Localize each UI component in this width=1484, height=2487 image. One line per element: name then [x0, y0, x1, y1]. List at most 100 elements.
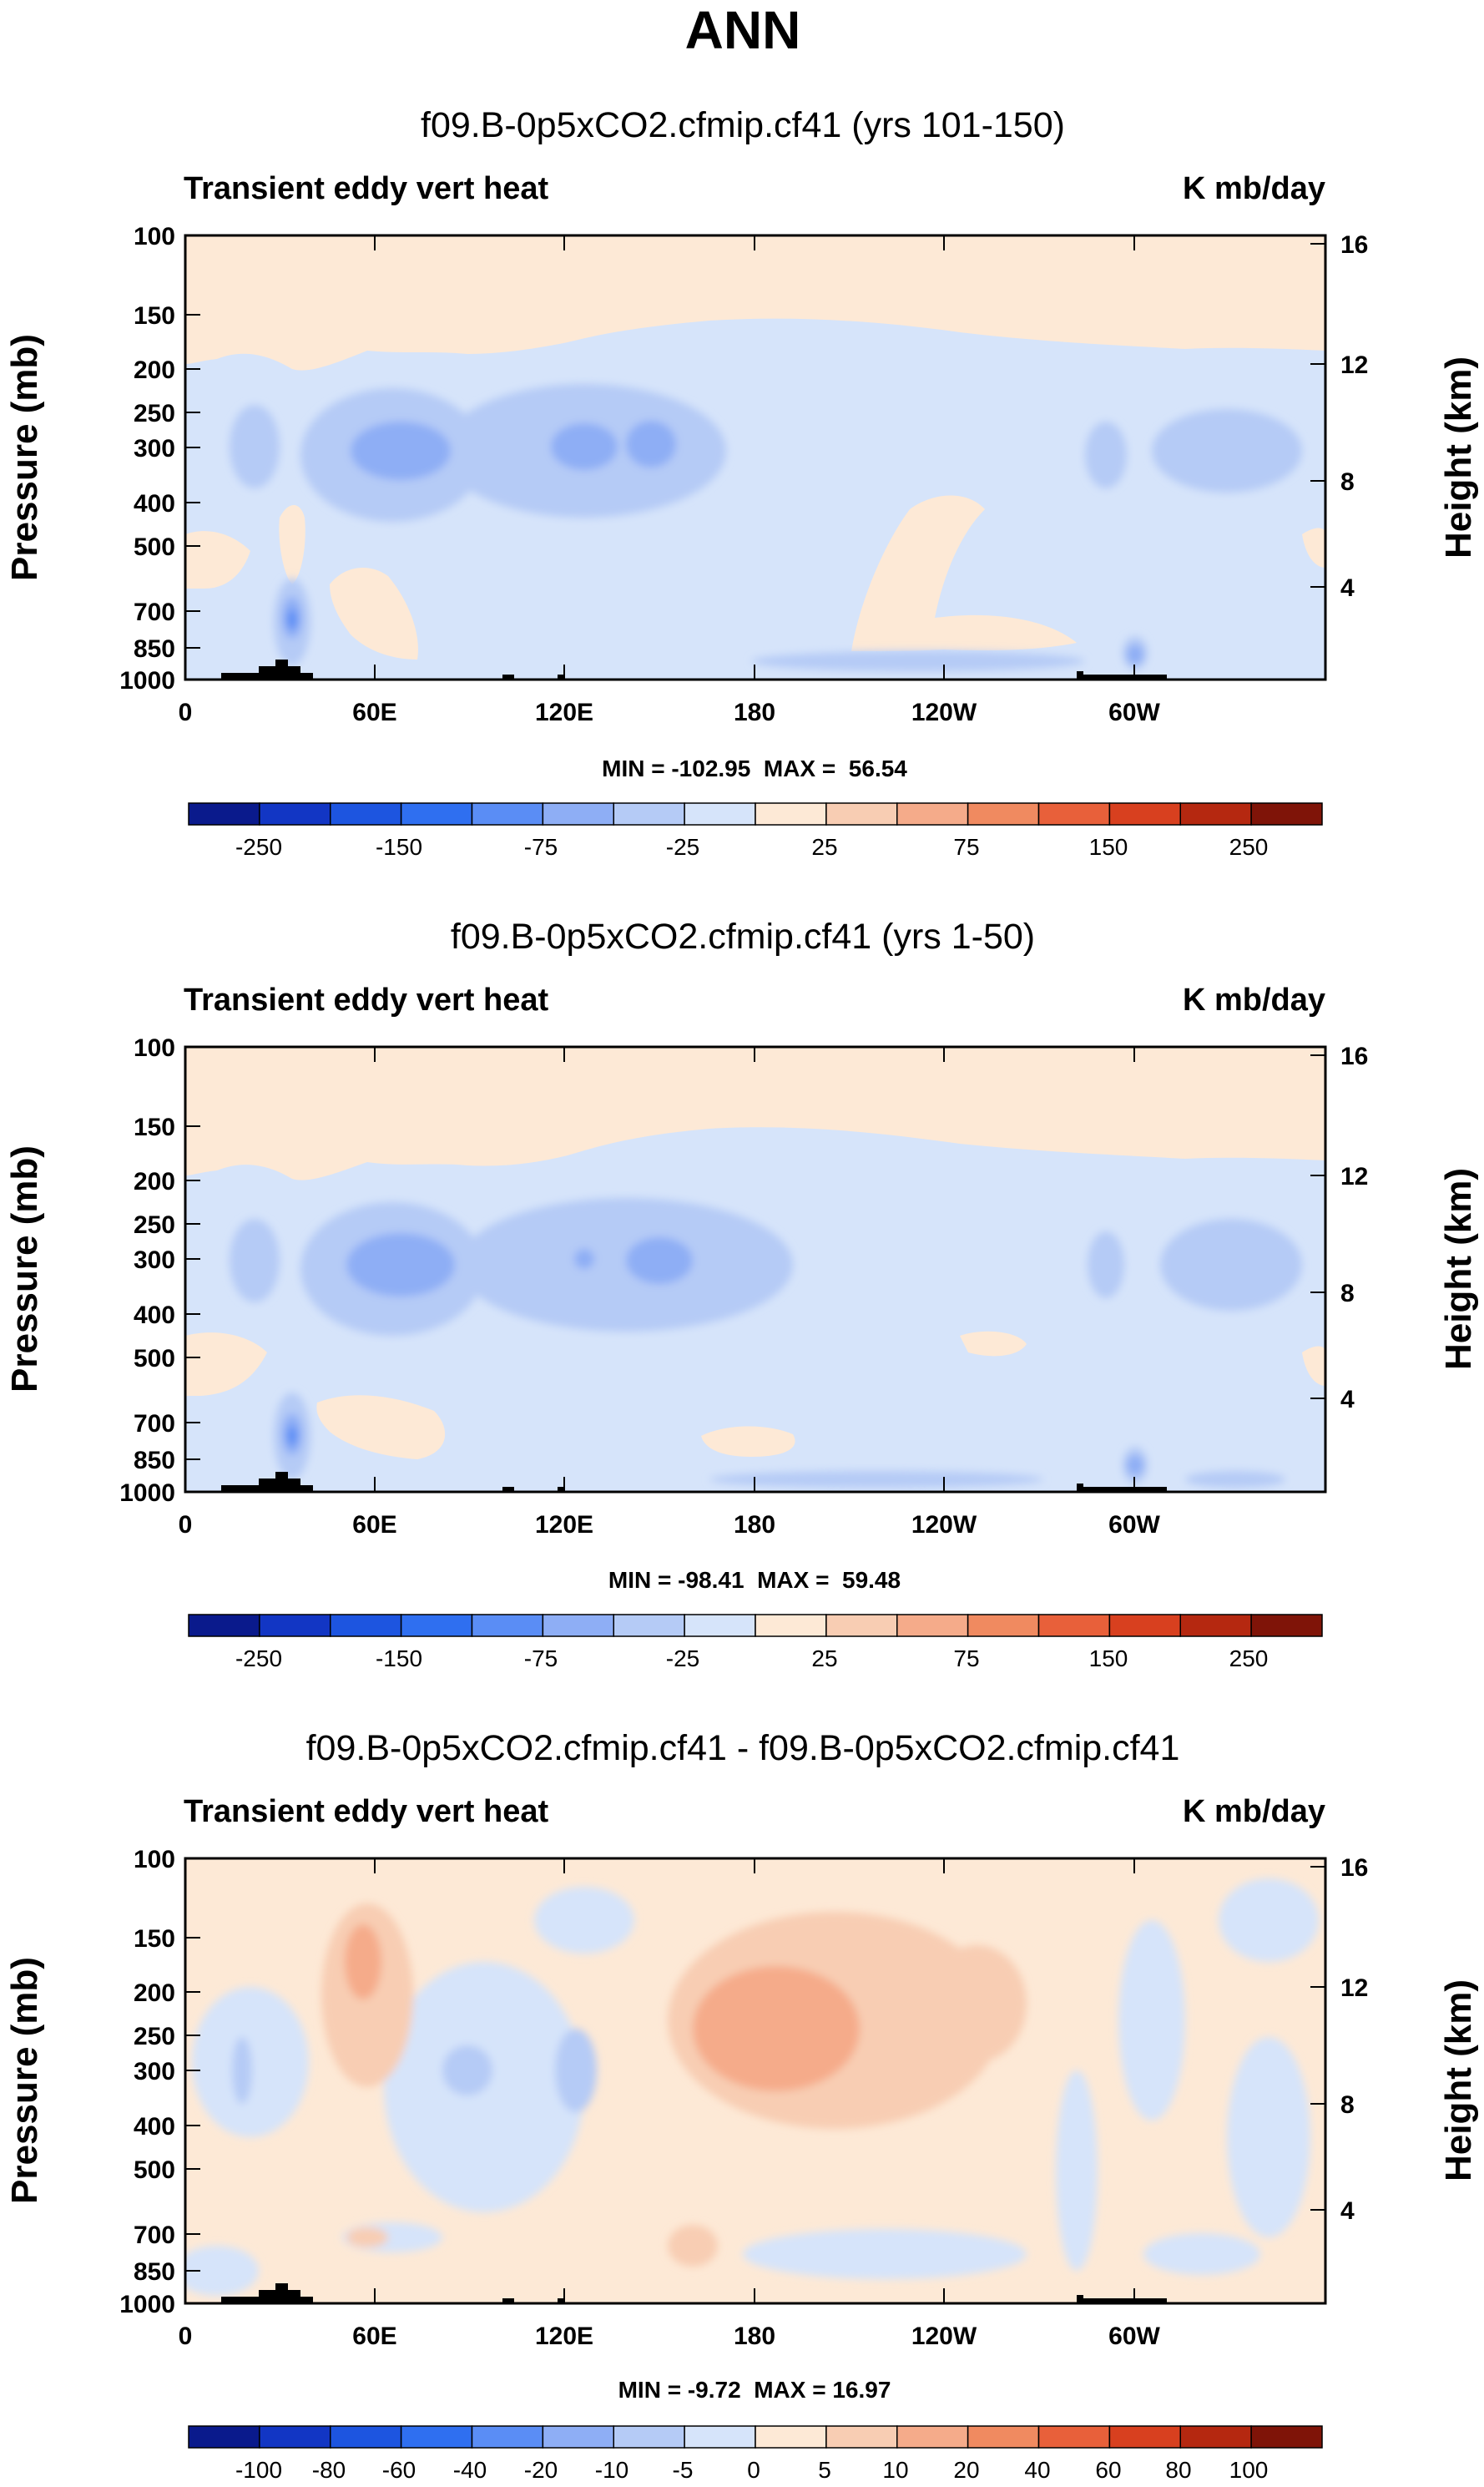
panel-1-colorbar-label: 75 — [953, 834, 979, 860]
panel-2-field — [185, 1047, 1325, 1492]
colorbar-swatch — [1037, 2425, 1111, 2449]
panel-1-colorbar-label: -250 — [235, 834, 282, 860]
panel-2-y-tick-label: 100 — [134, 1034, 175, 1062]
panel-2-y-tick-label: 850 — [134, 1447, 175, 1474]
panel-3-y-tick-label: 1000 — [119, 2291, 175, 2318]
colorbar-swatch — [755, 1614, 827, 1637]
colorbar-swatch — [1037, 1614, 1111, 1637]
panel-2-colorbar-label: 150 — [1089, 1645, 1128, 1671]
panel-2-x-tick-label: 60W — [1108, 1511, 1160, 1539]
panel-3-min-max: MIN = -9.72 MAX = 16.97 — [618, 2377, 891, 2403]
panel-1-x-tick-label: 60E — [352, 699, 396, 726]
panel-3-right-tick-label: 16 — [1340, 1854, 1368, 1882]
colorbar-swatch — [896, 1614, 969, 1637]
panel-2-colorbar-label: -250 — [235, 1645, 282, 1671]
colorbar-swatch — [542, 802, 615, 826]
panel-3-left-label: Transient eddy vert heat — [184, 1794, 548, 1829]
panel-1-colorbar-labels: -250 -150 -75 -25 25 75 150 250 — [235, 834, 1268, 860]
colorbar-swatch — [1108, 2425, 1182, 2449]
panel-3-title: f09.B-0p5xCO2.cfmip.cf41 - f09.B-0p5xCO2… — [306, 1728, 1180, 1768]
panel-1-x-tick-label: 120W — [911, 699, 977, 726]
panel-2-min-max: MIN = -98.41 MAX = 59.48 — [608, 1567, 901, 1593]
panel-1: f09.B-0p5xCO2.cfmip.cf41 (yrs 101-150) T… — [4, 105, 1479, 860]
panel-2-y-axis-label: Pressure (mb) — [4, 1145, 45, 1393]
panel-3-right-tick-label: 4 — [1340, 2197, 1355, 2225]
colorbar-swatch — [1250, 1614, 1323, 1637]
panel-3-colorbar-label: -20 — [524, 2457, 558, 2483]
panel-1-x-ticks — [184, 235, 1135, 680]
panel-3-y-tick-label: 700 — [134, 2222, 175, 2249]
panel-3-x-tick-label: 60E — [352, 2323, 396, 2350]
colorbar-swatch — [684, 2425, 756, 2449]
panel-2-y-tick-label: 200 — [134, 1168, 175, 1195]
colorbar-swatch — [330, 802, 402, 826]
colorbar-swatch — [1037, 802, 1111, 826]
panel-3-colorbar-label: -100 — [235, 2457, 282, 2483]
panel-3-colorbar-label: 0 — [747, 2457, 760, 2483]
panel-2-y-tick-label: 150 — [134, 1114, 175, 1141]
panel-3-y-tick-label: 300 — [134, 2058, 175, 2085]
panel-3-x-tick-label: 120W — [911, 2323, 977, 2350]
colorbar-swatch — [967, 802, 1040, 826]
panel-2-right-axis-label: Height (km) — [1438, 1168, 1479, 1370]
panel-3-units-label: K mb/day — [1183, 1794, 1325, 1829]
colorbar-swatch — [896, 2425, 969, 2449]
panel-3-y-axis-label: Pressure (mb) — [4, 1957, 45, 2204]
colorbar-swatch — [613, 802, 685, 826]
colorbar-swatch — [967, 2425, 1040, 2449]
panel-1-right-tick-label: 4 — [1340, 574, 1355, 602]
colorbar-swatch — [613, 1614, 685, 1637]
panel-1-y-tick-label: 400 — [134, 490, 175, 518]
colorbar-swatch — [400, 1614, 473, 1637]
panel-1-y-tick-label: 150 — [134, 302, 175, 330]
colorbar-swatch — [471, 1614, 544, 1637]
page-title: ANN — [685, 0, 801, 60]
panel-3-colorbar-label: 5 — [818, 2457, 831, 2483]
panel-3-x-tick-label: 180 — [734, 2323, 775, 2350]
panel-2-colorbar-label: -75 — [524, 1645, 558, 1671]
colorbar-swatch — [1250, 802, 1323, 826]
panel-3-y-tick-label: 150 — [134, 1925, 175, 1953]
colorbar-swatch — [188, 2425, 260, 2449]
panel-3-colorbar — [188, 2425, 1323, 2449]
panel-3-y-tick-label: 200 — [134, 1979, 175, 2007]
panel-2-y-tick-label: 400 — [134, 1302, 175, 1329]
colorbar-swatch — [471, 802, 544, 826]
colorbar-swatch — [613, 2425, 685, 2449]
panel-2-colorbar-label: 75 — [953, 1645, 979, 1671]
panel-1-x-tick-label: 180 — [734, 699, 775, 726]
colorbar-swatch — [542, 2425, 615, 2449]
panel-1-left-label: Transient eddy vert heat — [184, 171, 548, 206]
colorbar-swatch — [896, 802, 969, 826]
panel-3-colorbar-label: -80 — [312, 2457, 346, 2483]
panel-2-colorbar — [188, 1614, 1323, 1637]
panel-1-x-tick-label: 60W — [1108, 699, 1160, 726]
panel-2-left-label: Transient eddy vert heat — [184, 983, 548, 1018]
panel-2-right-tick-label: 8 — [1340, 1280, 1355, 1307]
panel-2-x-ticks — [184, 1047, 1135, 1492]
panel-1-field — [185, 235, 1325, 680]
panel-1-colorbar — [188, 802, 1323, 826]
panel-3-colorbar-label: 40 — [1024, 2457, 1050, 2483]
colorbar-swatch — [967, 1614, 1040, 1637]
panel-1-colorbar-label: 150 — [1089, 834, 1128, 860]
panel-1-colorbar-label: -25 — [666, 834, 699, 860]
panel-1-y-tick-label: 1000 — [119, 667, 175, 695]
panel-3-colorbar-label: 10 — [882, 2457, 908, 2483]
panel-2-y-tick-label: 300 — [134, 1246, 175, 1274]
colorbar-swatch — [188, 1614, 260, 1637]
panel-1-y-tick-label: 200 — [134, 356, 175, 384]
panel-3-colorbar-label: 20 — [953, 2457, 979, 2483]
panel-3-right-tick-label: 8 — [1340, 2091, 1355, 2119]
panel-1-y-tick-label: 850 — [134, 635, 175, 663]
panel-3-y-tick-label: 250 — [134, 2023, 175, 2050]
colorbar-swatch — [259, 1614, 331, 1637]
panel-2-right-tick-label: 12 — [1340, 1163, 1368, 1190]
panel-3-y-tick-label: 100 — [134, 1846, 175, 1873]
panel-3-colorbar-label: 100 — [1229, 2457, 1269, 2483]
panel-1-y-tick-label: 300 — [134, 435, 175, 463]
panel-1-y-tick-label: 100 — [134, 223, 175, 250]
colorbar-swatch — [1179, 2425, 1252, 2449]
colorbar-swatch — [330, 1614, 402, 1637]
